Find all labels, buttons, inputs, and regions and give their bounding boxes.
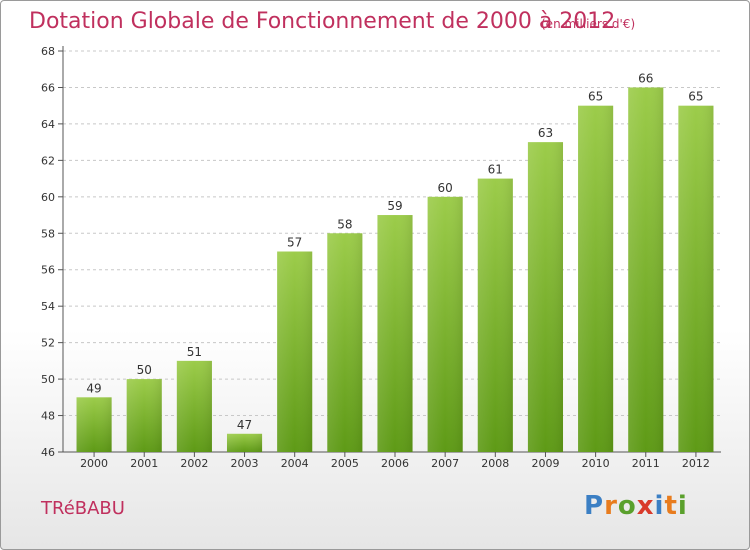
y-tick-label: 54 [41,300,55,313]
y-tick-label: 60 [41,191,55,204]
x-tick-label: 2006 [381,457,409,470]
value-label: 65 [588,90,603,104]
x-tick-label: 2007 [431,457,459,470]
value-label: 60 [438,181,453,195]
bar-shine [76,397,112,452]
value-label: 49 [86,381,101,395]
y-tick-label: 68 [41,45,55,58]
value-label: 51 [187,345,202,359]
value-label: 61 [488,163,503,177]
bar-shine [377,215,413,452]
bar-shine [578,105,614,452]
value-label: 58 [337,217,352,231]
bar-shine [126,379,162,452]
x-tick-label: 2004 [281,457,309,470]
logo-letter: i [677,491,688,521]
logo-letter: o [617,491,637,521]
y-tick-label: 66 [41,81,55,94]
chart-subtitle: (en milliers d'€) [541,17,636,31]
y-tick-label: 64 [41,118,55,131]
y-tick-label: 52 [41,337,55,350]
x-tick-label: 2000 [80,457,108,470]
x-tick-label: 2008 [481,457,509,470]
proxiti-logo: Proxiti [584,491,688,521]
x-tick-label: 2009 [531,457,559,470]
x-tick-label: 2001 [130,457,158,470]
bar-shine [678,105,714,452]
bar-shine [226,433,263,452]
commune-name: TRéBABU [41,498,125,519]
bar-shine [176,360,212,452]
logo-letter: P [584,491,605,521]
value-label: 47 [237,418,252,432]
logo-letter: r [604,491,618,521]
bar-shine [277,251,313,452]
y-tick-label: 56 [41,264,55,277]
x-tick-label: 2010 [582,457,610,470]
bar-shine [477,178,513,452]
value-label: 50 [137,363,152,377]
x-tick-label: 2002 [180,457,208,470]
axes: 46 48 50 52 54 56 58 60 62 64 66 68 [41,45,721,459]
value-label: 59 [387,199,402,213]
x-tick-label: 2005 [331,457,359,470]
y-tick-label: 48 [41,410,55,423]
bar-shine [628,87,664,453]
logo-letter: t [664,491,678,521]
logo-letter: i [654,491,665,521]
value-label: 63 [538,126,553,140]
bars [76,87,714,453]
value-label: 65 [688,90,703,104]
y-tick-label: 58 [41,227,55,240]
y-tick-label: 46 [41,446,55,459]
bar-shine [327,233,363,452]
value-label: 66 [638,71,653,85]
x-tick-label: 2011 [632,457,660,470]
labels: 49 2000 50 2001 51 2002 47 2003 57 2004 58 2005 59 20… [80,71,710,470]
chart-title: Dotation Globale de Fonctionnement de 20… [29,9,616,34]
x-tick-label: 2012 [682,457,710,470]
value-label: 57 [287,236,302,250]
y-tick-label: 62 [41,154,55,167]
x-tick-label: 2003 [231,457,259,470]
bar-shine [527,142,564,453]
logo-letter: x [636,491,655,521]
y-tick-label: 50 [41,373,55,386]
bar-shine [427,196,463,452]
